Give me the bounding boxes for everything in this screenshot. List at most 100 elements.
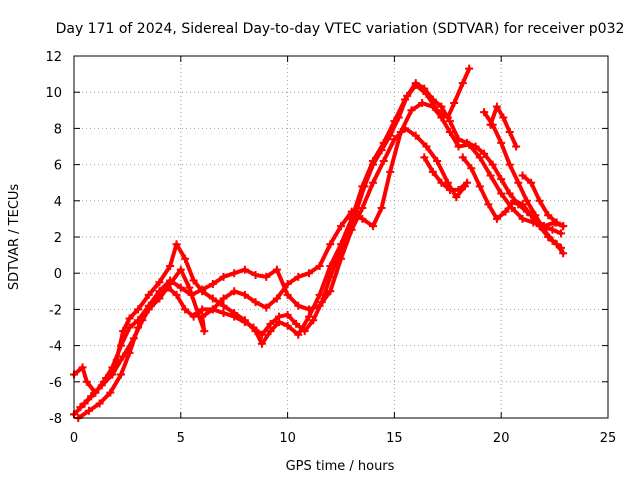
x-tick-label: 25 [600, 431, 617, 446]
data-point [463, 178, 472, 187]
data-point [548, 225, 557, 234]
series-group [76, 79, 566, 412]
data-point [283, 321, 292, 330]
data-point [386, 131, 395, 140]
data-point [315, 261, 324, 270]
data-point [394, 113, 403, 122]
data-point [497, 138, 506, 147]
data-point [125, 323, 134, 332]
data-point [369, 178, 378, 187]
data-point [294, 301, 303, 310]
y-tick-label: 10 [45, 86, 62, 101]
series-track [482, 110, 563, 250]
data-point [87, 392, 96, 401]
data-point [407, 106, 416, 115]
data-point [454, 135, 463, 144]
data-point [433, 156, 442, 165]
data-point [454, 142, 463, 151]
data-point [116, 341, 125, 350]
data-point [240, 265, 249, 274]
data-point [84, 406, 93, 415]
data-series [70, 64, 568, 422]
data-point [119, 352, 128, 361]
data-point [283, 310, 292, 319]
data-point [411, 79, 420, 88]
data-point [497, 175, 506, 184]
data-point [454, 185, 463, 194]
data-point [465, 64, 474, 73]
grid-lines [74, 56, 608, 418]
data-point [219, 272, 228, 281]
data-point [219, 294, 228, 303]
data-point [539, 225, 548, 234]
data-point [326, 287, 335, 296]
data-point [527, 178, 536, 187]
data-point [262, 303, 271, 312]
data-point [403, 91, 412, 100]
data-point [304, 305, 313, 314]
data-point [326, 240, 335, 249]
series-group [518, 171, 568, 231]
data-point [230, 312, 239, 321]
data-point [134, 305, 143, 314]
chart-title: Day 171 of 2024, Sidereal Day-to-day VTE… [56, 21, 625, 37]
data-point [251, 271, 260, 280]
data-point [458, 79, 467, 88]
data-point [272, 265, 281, 274]
data-point [411, 131, 420, 140]
data-point [262, 272, 271, 281]
data-point [219, 301, 228, 310]
data-point [492, 214, 501, 223]
data-point [522, 196, 531, 205]
data-point [198, 285, 207, 294]
data-point [208, 294, 217, 303]
data-point [300, 327, 309, 336]
y-tick-label: 0 [54, 267, 62, 282]
data-point [420, 84, 429, 93]
data-point [138, 316, 147, 325]
data-point [445, 185, 454, 194]
data-point [283, 290, 292, 299]
data-point [548, 236, 557, 245]
data-point [198, 312, 207, 321]
data-point [514, 178, 523, 187]
data-point [257, 339, 266, 348]
data-point [144, 290, 153, 299]
data-point [428, 95, 437, 104]
data-point [377, 146, 386, 155]
data-point [471, 142, 480, 151]
data-point [535, 196, 544, 205]
y-tick-label: -6 [49, 376, 62, 391]
data-point [492, 102, 501, 111]
x-tick-label: 0 [70, 431, 78, 446]
data-point [294, 272, 303, 281]
data-point [505, 128, 514, 137]
y-axis-label: SDTVAR / TECUs [7, 184, 22, 291]
data-point [437, 102, 446, 111]
data-point [437, 178, 446, 187]
data-point [292, 319, 301, 328]
data-point [343, 229, 352, 238]
data-point [557, 243, 566, 252]
data-point [499, 113, 508, 122]
data-point [360, 182, 369, 191]
y-tick-label: -2 [49, 303, 62, 318]
x-tick-label: 20 [493, 431, 510, 446]
series-track [76, 101, 566, 420]
data-point [450, 99, 459, 108]
data-point [317, 298, 326, 307]
data-point [116, 370, 125, 379]
data-point [467, 164, 476, 173]
data-point [445, 128, 454, 137]
data-point [266, 327, 275, 336]
data-point [189, 276, 198, 285]
y-tick-label: -8 [49, 412, 62, 427]
y-tick-label: 8 [54, 122, 62, 137]
data-point [95, 399, 104, 408]
data-point [155, 278, 164, 287]
data-point [428, 102, 437, 111]
data-point [176, 283, 185, 292]
data-point [428, 167, 437, 176]
data-point [497, 189, 506, 198]
data-point [266, 319, 275, 328]
